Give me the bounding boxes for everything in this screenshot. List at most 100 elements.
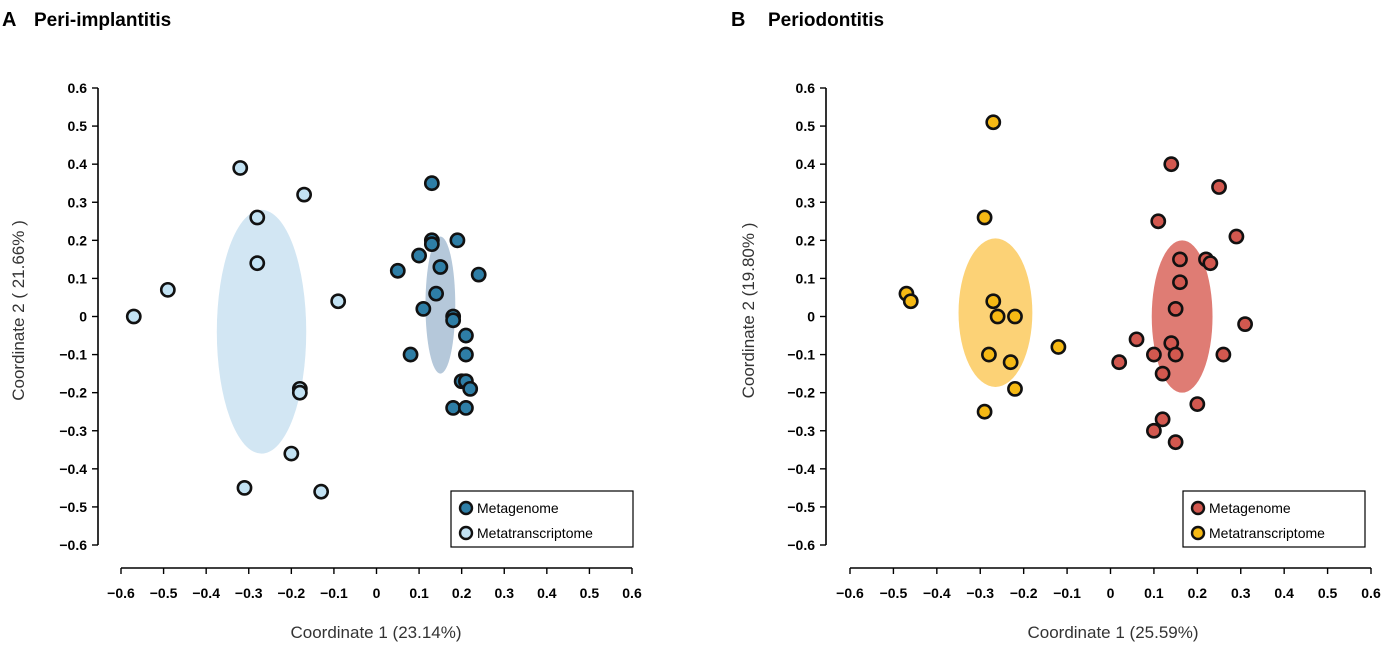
data-point xyxy=(313,483,330,500)
data-point xyxy=(1172,251,1188,268)
y-tick-label: −0.5 xyxy=(59,499,87,515)
x-tick-label: 0.3 xyxy=(495,585,515,601)
x-tick-label: −0.3 xyxy=(966,585,994,601)
data-point xyxy=(985,114,1002,131)
y-tick-label: −0.4 xyxy=(787,461,815,477)
confidence-ellipse-metatranscriptome xyxy=(216,209,307,454)
data-point xyxy=(989,308,1006,325)
legend: Metagenome Metatranscriptome xyxy=(1182,490,1366,548)
data-point xyxy=(1154,411,1171,428)
x-axis-label: Coordinate 1 (25.59%) xyxy=(1027,623,1198,642)
data-point xyxy=(1146,346,1162,363)
x-tick-label: −0.3 xyxy=(235,585,263,601)
data-point xyxy=(232,160,249,176)
data-point xyxy=(1215,346,1232,363)
y-axis: 0.6 0.5 0.4 0.3 0.2 0.1 0 −0.1 −0.2 −0.3 −0.4 −0.5 −… xyxy=(59,80,99,553)
data-point xyxy=(1237,316,1253,333)
panel-letter: B xyxy=(731,9,745,31)
x-tick-label: 0.1 xyxy=(409,585,429,601)
panel-a: A Peri-implantitis 0.6 0.5 0.4 0.3 0.2 0.1 0 −0.1… xyxy=(2,9,642,642)
x-tick-label: 0 xyxy=(1107,585,1115,601)
y-tick-label: −0.3 xyxy=(787,423,815,439)
data-point xyxy=(283,445,300,462)
data-point xyxy=(449,232,466,249)
data-point xyxy=(402,346,419,363)
x-tick-label: 0.2 xyxy=(1188,585,1208,601)
legend-marker xyxy=(458,500,474,516)
legend-marker xyxy=(458,525,474,541)
y-tick-label: 0.2 xyxy=(796,232,816,248)
x-tick-label: 0.6 xyxy=(622,585,642,601)
data-point xyxy=(1211,179,1227,195)
y-tick-label: 0.6 xyxy=(796,80,816,96)
panel-title: Peri-implantitis xyxy=(34,10,171,31)
data-point xyxy=(985,293,1002,310)
data-point xyxy=(1154,365,1171,382)
data-point xyxy=(445,399,462,416)
x-tick-label: 0.2 xyxy=(452,585,472,601)
data-point xyxy=(423,175,440,192)
data-point xyxy=(249,255,266,272)
data-point xyxy=(458,346,474,363)
y-tick-label: −0.1 xyxy=(787,347,815,363)
y-tick-label: −0.6 xyxy=(787,537,815,553)
legend-label: Metagenome xyxy=(1209,500,1291,516)
data-point xyxy=(389,262,406,279)
y-tick-label: 0 xyxy=(79,309,87,325)
legend-label: Metatranscriptome xyxy=(1209,525,1325,541)
y-tick-label: 0.1 xyxy=(796,270,816,286)
x-tick-label: 0.4 xyxy=(1274,585,1294,601)
y-tick-label: −0.1 xyxy=(59,347,87,363)
y-axis-label: Coordinate 2 (19.80% ) xyxy=(739,223,758,399)
data-point xyxy=(428,285,445,302)
data-point xyxy=(1228,228,1245,245)
data-point xyxy=(1050,339,1067,355)
data-point xyxy=(1163,156,1180,173)
legend-label: Metatranscriptome xyxy=(477,525,593,541)
y-tick-label: 0.1 xyxy=(68,270,88,286)
data-point xyxy=(432,259,449,275)
data-point xyxy=(976,209,993,226)
x-tick-label: 0.5 xyxy=(1318,585,1338,601)
x-tick-label: −0.2 xyxy=(1010,585,1038,601)
legend-marker xyxy=(1190,500,1206,516)
x-tick-label: −0.4 xyxy=(923,585,951,601)
y-tick-label: −0.6 xyxy=(59,537,87,553)
legend-label: Metagenome xyxy=(477,500,559,516)
y-tick-label: 0.4 xyxy=(796,156,816,172)
x-tick-label: −0.5 xyxy=(880,585,908,601)
y-tick-label: −0.4 xyxy=(59,461,87,477)
x-tick-label: −0.5 xyxy=(150,585,178,601)
data-point xyxy=(159,281,176,298)
y-tick-label: 0.2 xyxy=(68,232,88,248)
x-tick-label: −0.1 xyxy=(320,585,348,601)
legend-box xyxy=(1182,490,1366,548)
x-tick-label: 0.3 xyxy=(1231,585,1251,601)
panel-title: Periodontitis xyxy=(768,10,884,31)
data-point xyxy=(976,403,993,420)
x-tick-label: 0.6 xyxy=(1361,585,1381,601)
data-point xyxy=(1150,213,1167,230)
data-point xyxy=(415,300,432,317)
x-tick-label: −0.6 xyxy=(107,585,135,601)
data-point xyxy=(1172,274,1188,291)
y-tick-label: 0.5 xyxy=(796,118,816,134)
y-tick-label: −0.2 xyxy=(787,385,815,401)
data-point xyxy=(458,327,474,344)
x-tick-label: 0.5 xyxy=(580,585,600,601)
x-axis: −0.6 −0.5 −0.4 −0.3 −0.2 −0.1 0 0.1 0.2 0.3 0.4 0.5… xyxy=(836,567,1381,601)
y-tick-label: 0.4 xyxy=(68,156,88,172)
data-point xyxy=(411,247,427,264)
y-tick-label: 0.6 xyxy=(68,80,88,96)
data-point xyxy=(1007,380,1023,397)
data-point xyxy=(291,384,308,401)
data-point xyxy=(1202,255,1219,272)
data-point xyxy=(296,186,313,203)
panel-letter: A xyxy=(2,9,16,31)
panel-b: B Periodontitis 0.6 0.5 0.4 0.3 0.2 0.1 0 −0.1 −0.… xyxy=(731,9,1381,642)
data-point xyxy=(458,399,474,416)
y-tick-label: 0.3 xyxy=(796,194,816,210)
legend-marker xyxy=(1190,525,1206,541)
